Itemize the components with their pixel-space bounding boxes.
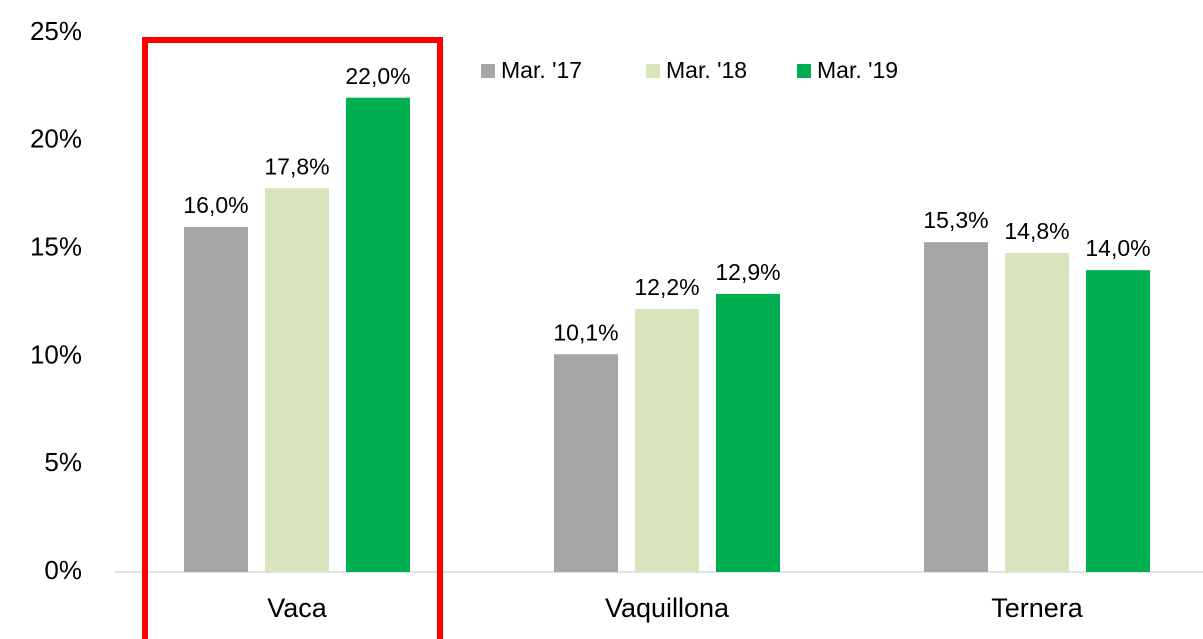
value-label: 16,0% (183, 192, 248, 218)
legend-label: Mar. '17 (501, 57, 582, 83)
bar (554, 354, 618, 572)
value-label: 12,9% (715, 259, 780, 285)
legend-swatch (481, 64, 495, 78)
x-tick-label: Ternera (991, 593, 1084, 623)
bar (1086, 270, 1150, 572)
bar (924, 242, 988, 572)
value-label: 15,3% (923, 207, 988, 233)
bar (635, 308, 699, 572)
bar (1005, 252, 1069, 573)
legend-label: Mar. '19 (817, 57, 898, 83)
y-tick-label: 15% (30, 231, 82, 261)
y-tick-label: 0% (44, 555, 82, 585)
x-tick-label: Vaca (267, 593, 328, 623)
value-label: 22,0% (345, 63, 410, 89)
value-label: 17,8% (264, 153, 329, 179)
x-tick-label: Vaquillona (605, 593, 730, 623)
value-label: 10,1% (553, 319, 618, 345)
value-label: 12,2% (634, 274, 699, 300)
value-label: 14,8% (1004, 218, 1069, 244)
value-label: 14,0% (1085, 235, 1150, 261)
y-tick-label: 20% (30, 124, 82, 154)
legend-swatch (646, 64, 660, 78)
bar (716, 293, 780, 572)
bar (184, 227, 248, 573)
bar (346, 97, 410, 573)
y-tick-label: 10% (30, 339, 82, 369)
legend-swatch (797, 64, 811, 78)
bar (265, 188, 329, 572)
y-tick-label: 5% (44, 447, 82, 477)
legend-label: Mar. '18 (666, 57, 747, 83)
y-tick-label: 25% (30, 16, 82, 46)
highlight-box (142, 37, 443, 639)
